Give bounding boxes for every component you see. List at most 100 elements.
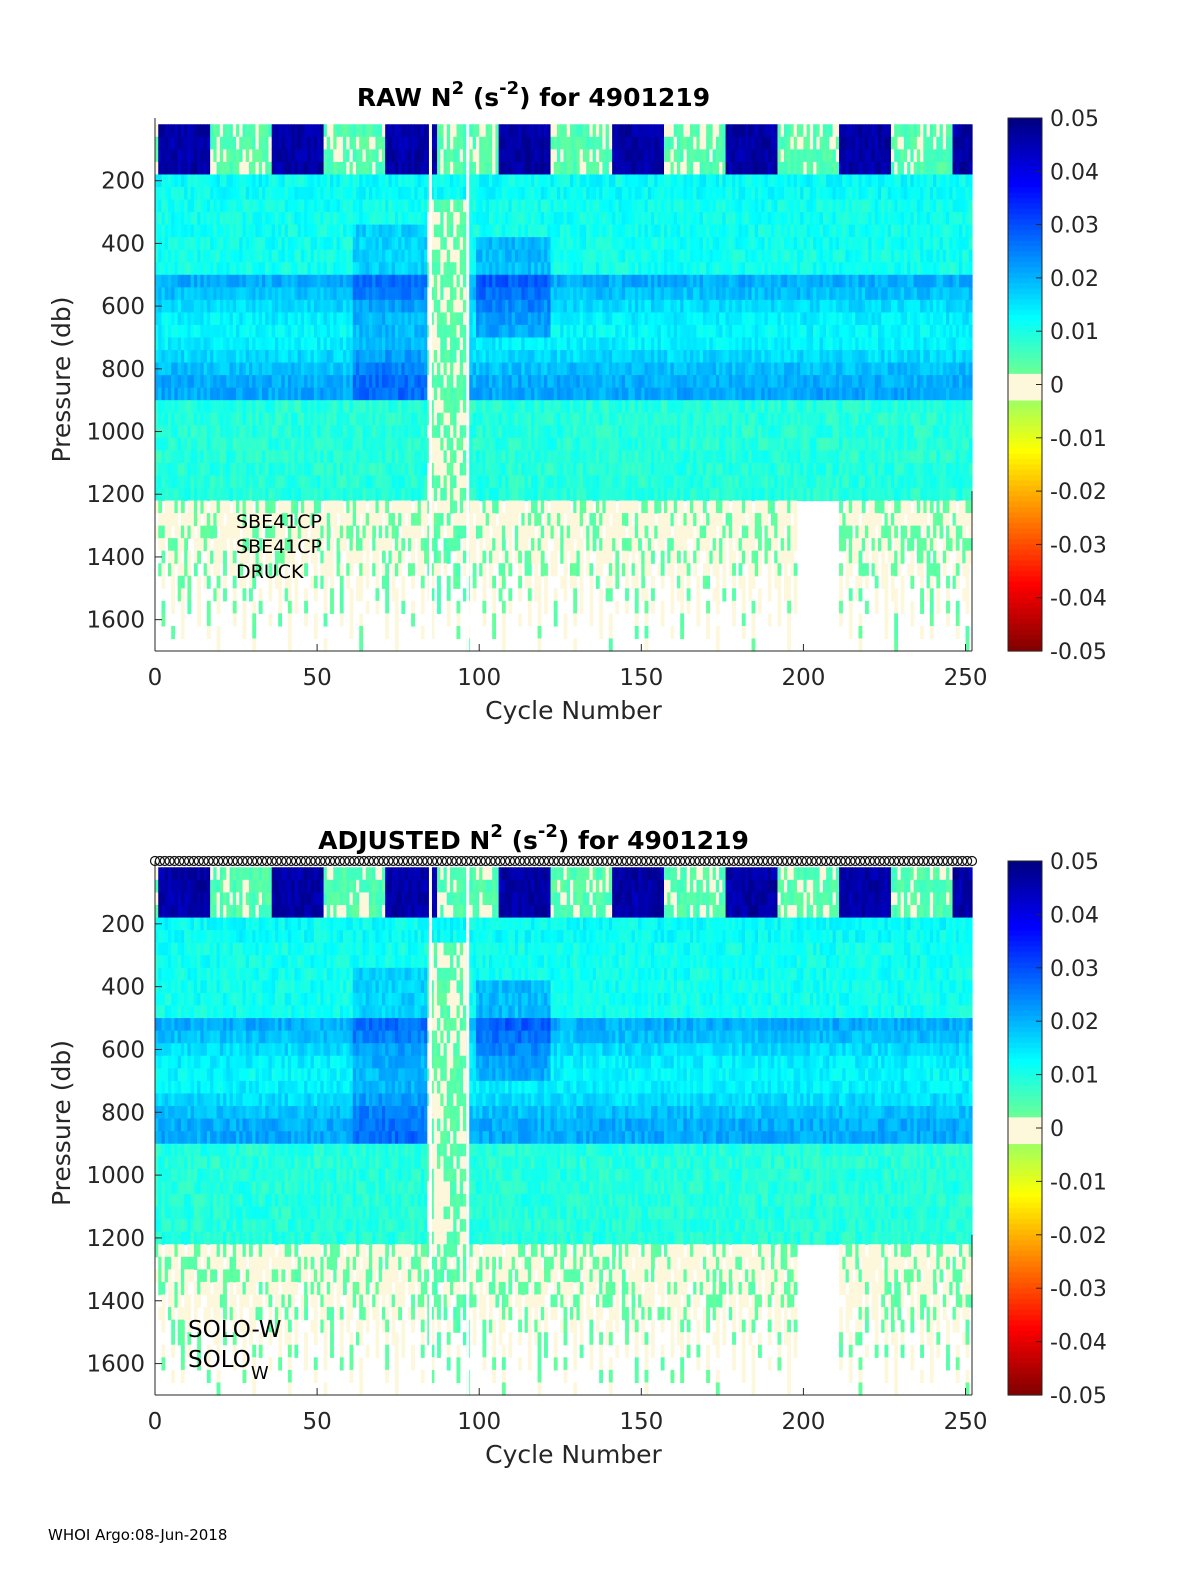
heatmap-cell [155, 324, 159, 339]
heatmap-cell [190, 287, 195, 301]
heatmap-cell [236, 350, 240, 364]
heatmap-cell [206, 274, 211, 288]
heatmap-cell [375, 588, 380, 602]
heatmap-cell [252, 513, 257, 527]
heatmap-cell [219, 362, 224, 376]
heatmap-cell [255, 186, 260, 201]
heatmap-cell [216, 638, 221, 652]
heatmap-cell [330, 563, 334, 577]
heatmap-cell [219, 212, 224, 226]
heatmap-cell [171, 212, 176, 226]
heatmap-cell [249, 387, 253, 401]
heatmap-cell [252, 312, 257, 326]
heatmap-cell [287, 625, 292, 640]
heatmap-cell [255, 274, 260, 288]
heatmap-cell [193, 337, 198, 351]
heatmap-cell [236, 500, 240, 514]
heatmap-cell [213, 500, 218, 514]
heatmap-cell [252, 324, 257, 339]
heatmap-cell [223, 475, 227, 489]
heatmap-cell [223, 212, 227, 226]
heatmap-cell [197, 299, 201, 313]
heatmap-cell [187, 324, 192, 339]
heatmap-cell [206, 538, 211, 552]
heatmap-cell [252, 136, 257, 150]
heatmap-cell [190, 437, 195, 451]
heatmap-cell [219, 124, 224, 138]
heatmap-cell [167, 324, 172, 339]
heatmap-cell [213, 249, 218, 263]
heatmap-cell [501, 625, 506, 640]
heatmap-cell [249, 563, 253, 577]
heatmap-cell [174, 224, 179, 238]
heatmap-cell [226, 487, 231, 502]
heatmap-cell [226, 199, 231, 213]
heatmap-cell [193, 425, 198, 439]
heatmap-cell [252, 149, 257, 163]
heatmap-cell [573, 613, 578, 627]
heatmap-cell [210, 437, 214, 451]
heatmap-cell [242, 337, 247, 351]
heatmap-cell [177, 149, 182, 163]
heatmap-cell [472, 538, 477, 552]
heatmap-cell [223, 249, 227, 263]
heatmap-cell [155, 475, 159, 489]
heatmap-cell [255, 437, 260, 451]
heatmap-cell [213, 299, 218, 313]
heatmap-cell [401, 575, 406, 589]
heatmap-cell [223, 262, 227, 276]
heatmap-cell [171, 387, 176, 401]
heatmap-cell [261, 425, 266, 439]
heatmap-cell [226, 224, 231, 238]
heatmap-cell [184, 412, 189, 426]
heatmap-cell [236, 262, 240, 276]
heatmap-cell [216, 124, 221, 138]
heatmap-cell [261, 324, 266, 339]
heatmap-cell [245, 350, 250, 364]
heatmap-cell [171, 487, 176, 502]
heatmap-cell [229, 212, 234, 226]
heatmap-cell [203, 299, 208, 313]
heatmap-cell [167, 538, 172, 552]
heatmap-cell [232, 563, 237, 577]
heatmap-cell [226, 462, 231, 477]
heatmap-cell [261, 375, 266, 389]
heatmap-cell [190, 212, 195, 226]
heatmap-cell [255, 425, 260, 439]
heatmap-cell [171, 462, 176, 477]
heatmap-cell [200, 450, 205, 464]
heatmap-cell [330, 550, 334, 564]
heatmap-cell [236, 450, 240, 464]
heatmap-cell [174, 174, 179, 188]
heatmap-cell [252, 375, 257, 389]
heatmap-cell [249, 337, 253, 351]
heatmap-cell [223, 500, 227, 514]
heatmap-cell [197, 575, 201, 589]
heatmap-cell [229, 312, 234, 326]
heatmap-cell [174, 425, 179, 439]
heatmap-cell [190, 149, 195, 163]
heatmap-cell [213, 124, 218, 138]
heatmap-cell [174, 274, 179, 288]
heatmap-cell [219, 161, 224, 176]
heatmap-cell [158, 412, 163, 426]
heatmap-cell [174, 375, 179, 389]
heatmap-cell [180, 600, 185, 614]
heatmap-cell [239, 513, 244, 527]
heatmap-cell [553, 588, 558, 602]
heatmap-cell [255, 312, 260, 326]
heatmap-cell [223, 149, 227, 163]
heatmap-cell [184, 299, 189, 313]
heatmap-cell [239, 337, 244, 351]
heatmap-cell [203, 450, 208, 464]
heatmap-cell [197, 450, 201, 464]
heatmap-cell [210, 312, 214, 326]
heatmap-cell [210, 412, 214, 426]
heatmap-cell [219, 312, 224, 326]
heatmap-cell [232, 613, 237, 627]
heatmap-cell [161, 525, 166, 539]
heatmap-cell [206, 425, 211, 439]
heatmap-cell [245, 149, 250, 163]
heatmap-cell [161, 387, 166, 401]
heatmap-cell [184, 199, 189, 213]
